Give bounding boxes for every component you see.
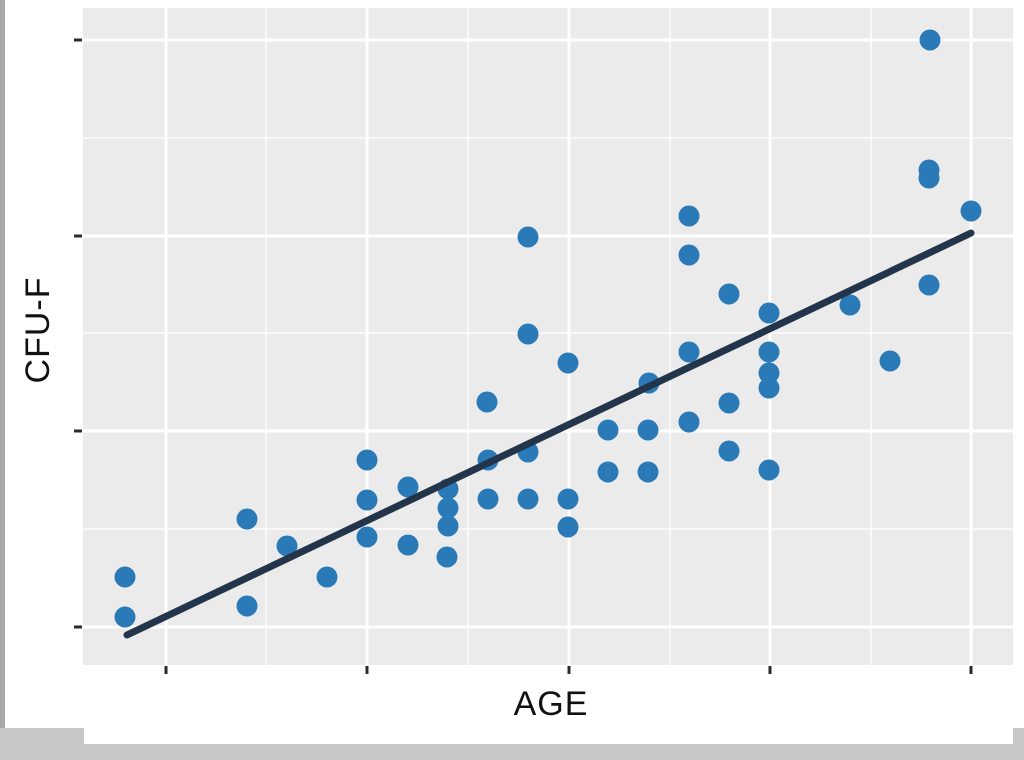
- scatter-point: [637, 461, 659, 483]
- scatter-point: [477, 488, 499, 510]
- scatter-point: [839, 294, 861, 316]
- scatter-point: [436, 546, 458, 568]
- scatter-point: [476, 391, 498, 413]
- scatter-point: [718, 440, 740, 462]
- scatter-point: [758, 377, 780, 399]
- scatter-point: [597, 461, 619, 483]
- scatter-point: [918, 274, 940, 296]
- scatter-point: [517, 488, 539, 510]
- scatter-point: [919, 29, 941, 51]
- scatter-point: [758, 459, 780, 481]
- scatter-point: [356, 526, 378, 548]
- scatter-point: [356, 489, 378, 511]
- scatter-point: [316, 566, 338, 588]
- scatter-point: [678, 205, 700, 227]
- window-bottom-right-corner: [1013, 728, 1024, 745]
- scatter-point: [236, 595, 258, 617]
- scatter-point: [557, 352, 579, 374]
- y-axis-label: CFU-F: [19, 276, 57, 384]
- scatter-point: [114, 566, 136, 588]
- x-axis-label: AGE: [513, 685, 589, 723]
- window-bottom-left-corner: [0, 728, 84, 745]
- scatter-point: [637, 419, 659, 441]
- scatter-point: [517, 323, 539, 345]
- window-bottom-bar: [0, 744, 1024, 760]
- scatter-point: [437, 497, 459, 519]
- scatter-point: [960, 200, 982, 222]
- window-left-edge: [0, 0, 5, 744]
- scatter-point: [276, 535, 298, 557]
- scatter-point: [758, 341, 780, 363]
- plot-background: [83, 8, 1013, 665]
- scatter-point: [114, 606, 136, 628]
- scatter-point: [597, 419, 619, 441]
- scatter-point: [758, 362, 780, 384]
- scatter-point: [356, 449, 378, 471]
- scatter-point: [718, 283, 740, 305]
- scatter-point: [236, 508, 258, 530]
- scatter-point: [918, 167, 940, 189]
- scatter-point: [758, 302, 780, 324]
- scatter-point: [879, 350, 901, 372]
- scatter-point: [718, 392, 740, 414]
- scatter-point: [678, 244, 700, 266]
- scatter-point: [397, 476, 419, 498]
- scatter-point: [437, 515, 459, 537]
- trend-line: [123, 229, 975, 639]
- scatter-point: [557, 488, 579, 510]
- scatter-point: [397, 534, 419, 556]
- scatter-point: [517, 226, 539, 248]
- scatter-point: [557, 516, 579, 538]
- scatter-point: [678, 341, 700, 363]
- scatter-point: [678, 411, 700, 433]
